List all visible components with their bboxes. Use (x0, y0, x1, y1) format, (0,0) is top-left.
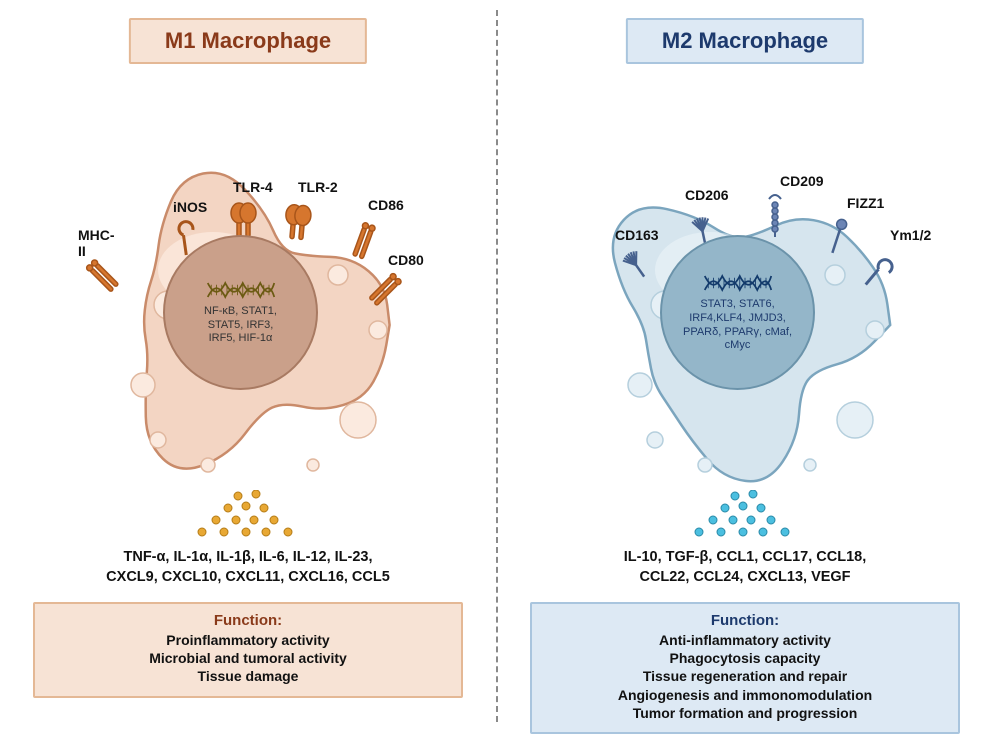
secretion-dot (767, 516, 775, 524)
m1-function-box: Function: Proinflammatory activityMicrob… (33, 602, 463, 698)
secretion-dot (242, 528, 250, 536)
m2-secretion-text: IL-10, TGF-β, CCL1, CCL17, CCL18,CCL22, … (545, 548, 945, 587)
m2-nucleus-factors: STAT3, STAT6,IRF4,KLF4, JMJD3,PPARδ, PPA… (677, 298, 798, 353)
m1-receptor-label-cd80: CD80 (388, 252, 424, 268)
secretion-dot (739, 502, 747, 510)
secretion-dot (757, 504, 765, 512)
m1-function-heading: Function: (45, 612, 451, 629)
m2-secretion-dots (655, 490, 835, 540)
secretion-dot (731, 492, 739, 500)
m2-vesicle (698, 458, 712, 472)
m1-nucleus: NF-κB, STAT1,STAT5, IRF3,IRF5, HIF-1α (163, 235, 318, 390)
secretion-dot (212, 516, 220, 524)
m2-nucleus: STAT3, STAT6,IRF4,KLF4, JMJD3,PPARδ, PPA… (660, 235, 815, 390)
dna-icon (206, 279, 276, 301)
secretion-dot (234, 492, 242, 500)
secretion-dot (695, 528, 703, 536)
secretion-dot (721, 504, 729, 512)
secretion-dot (781, 528, 789, 536)
m1-receptor-label-mhcii: MHC-II (78, 227, 115, 259)
secretion-dot (747, 516, 755, 524)
m2-function-box: Function: Anti-inflammatory activityPhag… (530, 602, 960, 734)
m1-secretion-dots (158, 490, 338, 540)
m1-receptor-label-inos: iNOS (173, 199, 207, 215)
m2-title-box: M2 Macrophage (626, 18, 864, 64)
secretion-dot (749, 490, 757, 498)
secretion-dot (270, 516, 278, 524)
m1-vesicle (131, 373, 155, 397)
m1-vesicle (307, 459, 319, 471)
secretion-dot (198, 528, 206, 536)
secretion-dot (242, 502, 250, 510)
secretion-dot (260, 504, 268, 512)
secretion-dot (729, 516, 737, 524)
m2-vesicle (628, 373, 652, 397)
m1-receptor-label-tlr4: TLR-4 (233, 179, 273, 195)
secretion-dot (739, 528, 747, 536)
m1-nucleus-factors: NF-κB, STAT1,STAT5, IRF3,IRF5, HIF-1α (198, 305, 283, 346)
m1-panel: M1 Macrophage NF-κB, STAT1,STAT (0, 0, 496, 732)
m2-vesicle (825, 265, 845, 285)
secretion-dot (262, 528, 270, 536)
secretion-dot (717, 528, 725, 536)
m2-vesicle (804, 459, 816, 471)
secretion-dot (759, 528, 767, 536)
m2-cell: STAT3, STAT6,IRF4,KLF4, JMJD3,PPARδ, PPA… (565, 115, 925, 495)
m1-cell: NF-κB, STAT1,STAT5, IRF3,IRF5, HIF-1α MHC… (68, 115, 428, 495)
m1-receptor-mhcii (85, 259, 119, 293)
m2-vesicle (837, 402, 873, 438)
m1-vesicle (201, 458, 215, 472)
m2-panel: M2 Macrophage STAT3, STAT6,IRF4,KLF4, JM… (497, 0, 993, 732)
m1-receptor-tlr2 (284, 204, 312, 240)
m1-title: M1 Macrophage (165, 28, 331, 53)
m1-vesicle (340, 402, 376, 438)
m2-receptor-label-fizz1: FIZZ1 (847, 195, 884, 211)
m1-vesicle (150, 432, 166, 448)
m2-receptor-label-ym12: Ym1/2 (890, 227, 931, 243)
m2-receptor-label-cd209: CD209 (780, 173, 824, 189)
secretion-dot (224, 504, 232, 512)
m1-receptor-cd86 (352, 222, 376, 259)
secretion-dot (220, 528, 228, 536)
secretion-dot (250, 516, 258, 524)
m2-vesicle (866, 321, 884, 339)
m1-receptor-label-cd86: CD86 (368, 197, 404, 213)
m2-function-lines: Anti-inflammatory activityPhagocytosis c… (542, 631, 948, 722)
m1-receptor-label-tlr2: TLR-2 (298, 179, 338, 195)
m2-title: M2 Macrophage (662, 28, 828, 53)
m2-receptor-label-cd163: CD163 (615, 227, 659, 243)
secretion-dot (709, 516, 717, 524)
m2-receptor-label-cd206: CD206 (685, 187, 729, 203)
m1-function-lines: Proinflammatory activityMicrobial and tu… (45, 631, 451, 686)
dna-icon (703, 272, 773, 294)
m2-function-heading: Function: (542, 612, 948, 629)
m1-vesicle (369, 321, 387, 339)
secretion-dot (232, 516, 240, 524)
m1-secretion-text: TNF-α, IL-1α, IL-1β, IL-6, IL-12, IL-23,… (48, 548, 448, 587)
m1-vesicle (328, 265, 348, 285)
secretion-dot (284, 528, 292, 536)
secretion-dot (252, 490, 260, 498)
m1-title-box: M1 Macrophage (129, 18, 367, 64)
m2-vesicle (647, 432, 663, 448)
